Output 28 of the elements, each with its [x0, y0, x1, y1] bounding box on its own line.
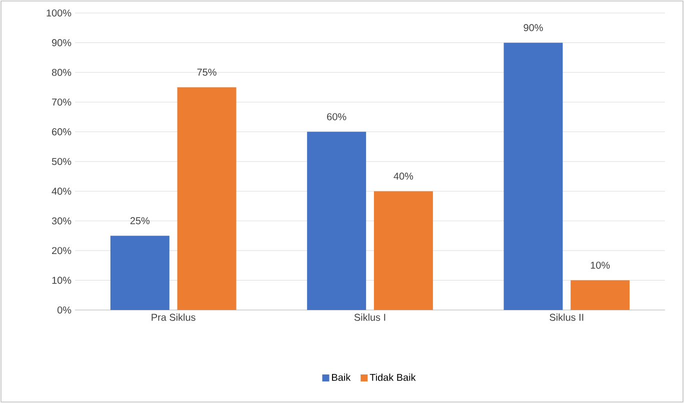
y-tick-label: 30% [52, 217, 72, 224]
bar [374, 191, 433, 310]
legend-label: Baik [332, 374, 351, 381]
x-tick-label: Pra Siklus [152, 314, 196, 321]
bar [307, 132, 366, 310]
y-tick-label: 90% [52, 39, 72, 46]
data-label: 40% [394, 172, 414, 180]
data-label: 75% [197, 68, 216, 76]
bar [570, 280, 630, 310]
y-tick-label: 100% [46, 9, 72, 17]
bar [110, 236, 170, 310]
y-tick-label: 60% [52, 128, 72, 136]
bar [504, 42, 563, 310]
bar [177, 87, 236, 310]
x-tick-label: Siklus I [354, 314, 386, 321]
x-tick-label: Siklus II [550, 314, 584, 321]
y-tick-label: 40% [52, 188, 72, 195]
y-tick-label: 10% [52, 276, 72, 284]
y-tick-label: 20% [52, 247, 72, 254]
y-tick-label: 50% [52, 158, 72, 166]
data-label: 90% [524, 24, 543, 32]
data-label: 10% [590, 262, 610, 269]
legend-label: Tidak Baik [370, 374, 416, 381]
y-tick-label: 80% [52, 68, 72, 76]
y-tick-label: 0% [57, 306, 72, 314]
data-label: 60% [327, 113, 346, 120]
data-label: 25% [130, 217, 150, 224]
y-tick-label: 70% [52, 98, 72, 106]
